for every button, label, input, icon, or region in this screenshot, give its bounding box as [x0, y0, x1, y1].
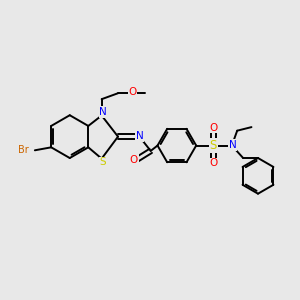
Text: N: N [136, 131, 144, 141]
Text: N: N [229, 140, 236, 150]
Text: O: O [128, 87, 136, 97]
Text: N: N [99, 107, 107, 117]
Text: S: S [210, 139, 217, 152]
Text: S: S [100, 157, 106, 167]
Text: O: O [209, 158, 217, 168]
Text: O: O [130, 155, 138, 165]
Text: Br: Br [18, 145, 28, 155]
Text: O: O [209, 123, 217, 133]
